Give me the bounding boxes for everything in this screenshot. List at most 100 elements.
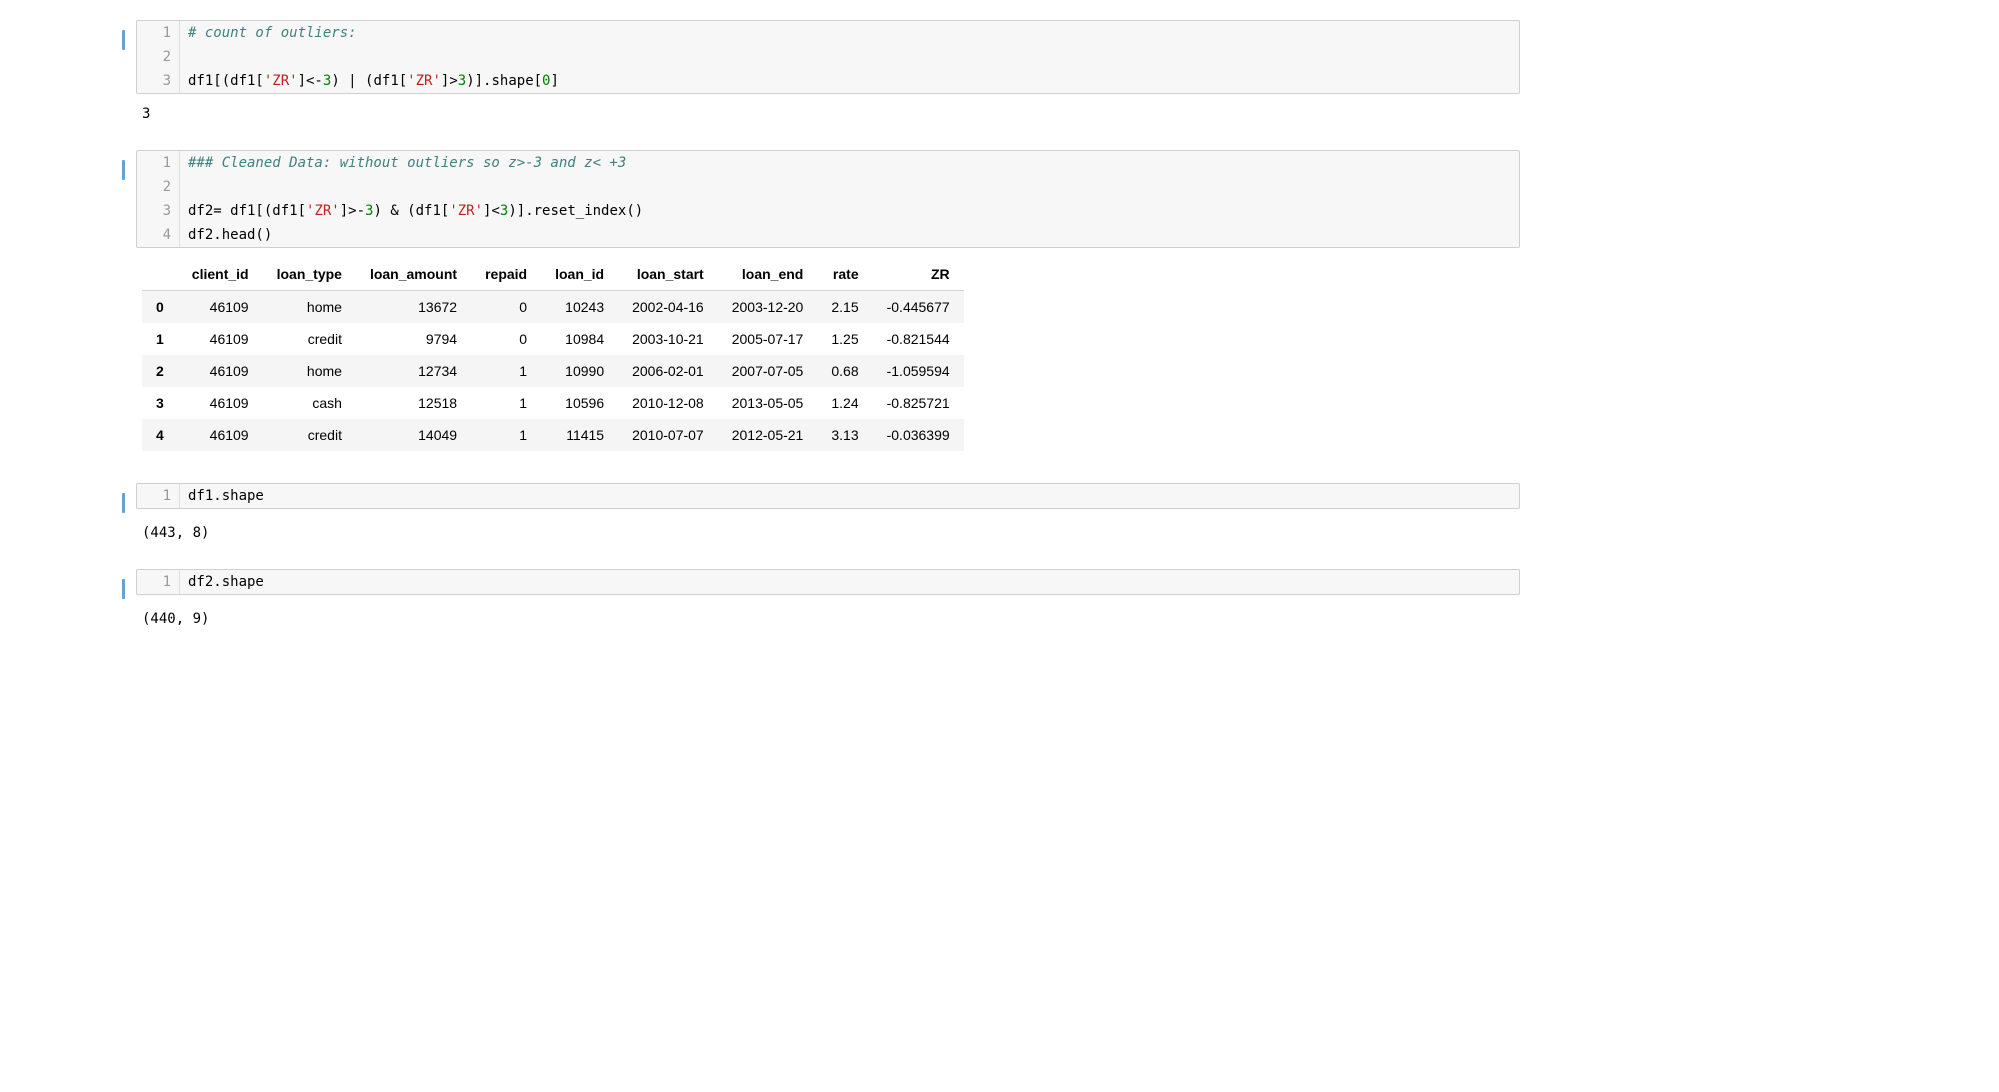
table-row: 246109home127341109902006-02-012007-07-0… bbox=[142, 355, 964, 387]
output-cell: (440, 9) bbox=[120, 605, 1520, 641]
table-cell: 10990 bbox=[541, 355, 618, 387]
table-cell: 1.25 bbox=[817, 323, 872, 355]
dataframe-table: client_id loan_type loan_amount repaid l… bbox=[142, 258, 964, 451]
code-line[interactable]: df2.head() bbox=[180, 223, 280, 247]
code-cell[interactable]: 1 # count of outliers: 2 3 df1[(df1['ZR'… bbox=[120, 20, 1520, 94]
table-cell: 9794 bbox=[356, 323, 471, 355]
table-cell: 10984 bbox=[541, 323, 618, 355]
table-cell: 14049 bbox=[356, 419, 471, 451]
code-string: 'ZR' bbox=[449, 203, 483, 219]
table-cell: 2005-07-17 bbox=[718, 323, 818, 355]
table-cell: 0.68 bbox=[817, 355, 872, 387]
table-cell: 2003-12-20 bbox=[718, 291, 818, 324]
code-number: 3 bbox=[458, 73, 466, 89]
code-input-area[interactable]: 1 df2.shape bbox=[136, 569, 1520, 595]
code-input-area[interactable]: 1 ### Cleaned Data: without outliers so … bbox=[136, 150, 1520, 248]
code-line[interactable] bbox=[180, 175, 196, 183]
row-index: 4 bbox=[142, 419, 178, 451]
row-index: 0 bbox=[142, 291, 178, 324]
cell-prompt bbox=[120, 483, 136, 513]
row-index: 2 bbox=[142, 355, 178, 387]
line-number: 3 bbox=[137, 69, 180, 93]
table-cell: credit bbox=[263, 323, 356, 355]
table-cell: -1.059594 bbox=[873, 355, 964, 387]
table-cell: 2013-05-05 bbox=[718, 387, 818, 419]
output-text: 3 bbox=[136, 100, 1520, 136]
code-line[interactable]: df2.shape bbox=[180, 570, 272, 594]
code-token: ]>- bbox=[340, 203, 365, 219]
code-token: ]<- bbox=[298, 73, 323, 89]
table-cell: 2007-07-05 bbox=[718, 355, 818, 387]
table-cell: 1.24 bbox=[817, 387, 872, 419]
table-cell: 1 bbox=[471, 387, 541, 419]
code-token: ]> bbox=[441, 73, 458, 89]
column-header: loan_end bbox=[718, 258, 818, 291]
cell-prompt bbox=[120, 150, 136, 180]
table-cell: 1 bbox=[471, 355, 541, 387]
code-line[interactable]: df1.shape bbox=[180, 484, 272, 508]
column-header: rate bbox=[817, 258, 872, 291]
table-cell: 11415 bbox=[541, 419, 618, 451]
table-cell: -0.036399 bbox=[873, 419, 964, 451]
table-cell: cash bbox=[263, 387, 356, 419]
line-number: 1 bbox=[137, 484, 180, 508]
table-cell: 2006-02-01 bbox=[618, 355, 718, 387]
table-cell: 46109 bbox=[178, 387, 263, 419]
line-number: 2 bbox=[137, 45, 180, 69]
table-corner bbox=[142, 258, 178, 291]
table-row: 346109cash125181105962010-12-082013-05-0… bbox=[142, 387, 964, 419]
code-comment: # count of outliers: bbox=[188, 25, 357, 41]
output-cell: client_id loan_type loan_amount repaid l… bbox=[120, 254, 1520, 469]
code-token: )].shape[ bbox=[466, 73, 542, 89]
table-cell: 2010-07-07 bbox=[618, 419, 718, 451]
code-cell[interactable]: 1 df1.shape bbox=[120, 483, 1520, 513]
code-line[interactable]: df2= df1[(df1['ZR']>-3) & (df1['ZR']<3)]… bbox=[180, 199, 651, 223]
output-cell: 3 bbox=[120, 100, 1520, 136]
table-cell: home bbox=[263, 355, 356, 387]
table-cell: -0.445677 bbox=[873, 291, 964, 324]
column-header: repaid bbox=[471, 258, 541, 291]
table-cell: home bbox=[263, 291, 356, 324]
notebook-page: 1 # count of outliers: 2 3 df1[(df1[ 'ZR'… bbox=[0, 0, 1620, 695]
table-cell: 2003-10-21 bbox=[618, 323, 718, 355]
cell-prompt bbox=[120, 569, 136, 599]
line-number: 4 bbox=[137, 223, 180, 247]
column-header: client_id bbox=[178, 258, 263, 291]
table-cell: -0.821544 bbox=[873, 323, 964, 355]
code-cell[interactable]: 1 df2.shape bbox=[120, 569, 1520, 599]
column-header: ZR bbox=[873, 258, 964, 291]
output-text: (440, 9) bbox=[136, 605, 1520, 641]
line-number: 2 bbox=[137, 175, 180, 199]
code-token: ]< bbox=[483, 203, 500, 219]
code-line[interactable]: # count of outliers: bbox=[180, 21, 365, 45]
cell-prompt bbox=[120, 20, 136, 50]
code-string: 'ZR' bbox=[306, 203, 340, 219]
code-token: df2= df1[(df1[ bbox=[188, 203, 306, 219]
code-line[interactable] bbox=[180, 45, 196, 53]
code-token: ] bbox=[550, 73, 558, 89]
table-cell: 10243 bbox=[541, 291, 618, 324]
column-header: loan_amount bbox=[356, 258, 471, 291]
dataframe-output: client_id loan_type loan_amount repaid l… bbox=[136, 254, 1520, 469]
code-token: df1[(df1[ bbox=[188, 73, 264, 89]
line-number: 1 bbox=[137, 151, 180, 175]
column-header: loan_type bbox=[263, 258, 356, 291]
column-header: loan_id bbox=[541, 258, 618, 291]
code-cell[interactable]: 1 ### Cleaned Data: without outliers so … bbox=[120, 150, 1520, 248]
table-cell: 0 bbox=[471, 291, 541, 324]
table-header-row: client_id loan_type loan_amount repaid l… bbox=[142, 258, 964, 291]
code-line[interactable]: df1[(df1['ZR']<-3) | (df1['ZR']>3)].shap… bbox=[180, 69, 567, 93]
table-cell: 13672 bbox=[356, 291, 471, 324]
column-header: loan_start bbox=[618, 258, 718, 291]
table-cell: 10596 bbox=[541, 387, 618, 419]
row-index: 3 bbox=[142, 387, 178, 419]
output-cell: (443, 8) bbox=[120, 519, 1520, 555]
prompt-bar-icon bbox=[122, 160, 125, 180]
code-input-area[interactable]: 1 # count of outliers: 2 3 df1[(df1['ZR'… bbox=[136, 20, 1520, 94]
prompt-bar-icon bbox=[122, 579, 125, 599]
prompt-bar-icon bbox=[122, 493, 125, 513]
table-cell: 46109 bbox=[178, 355, 263, 387]
table-row: 146109credit97940109842003-10-212005-07-… bbox=[142, 323, 964, 355]
code-line[interactable]: ### Cleaned Data: without outliers so z>… bbox=[180, 151, 634, 175]
code-input-area[interactable]: 1 df1.shape bbox=[136, 483, 1520, 509]
